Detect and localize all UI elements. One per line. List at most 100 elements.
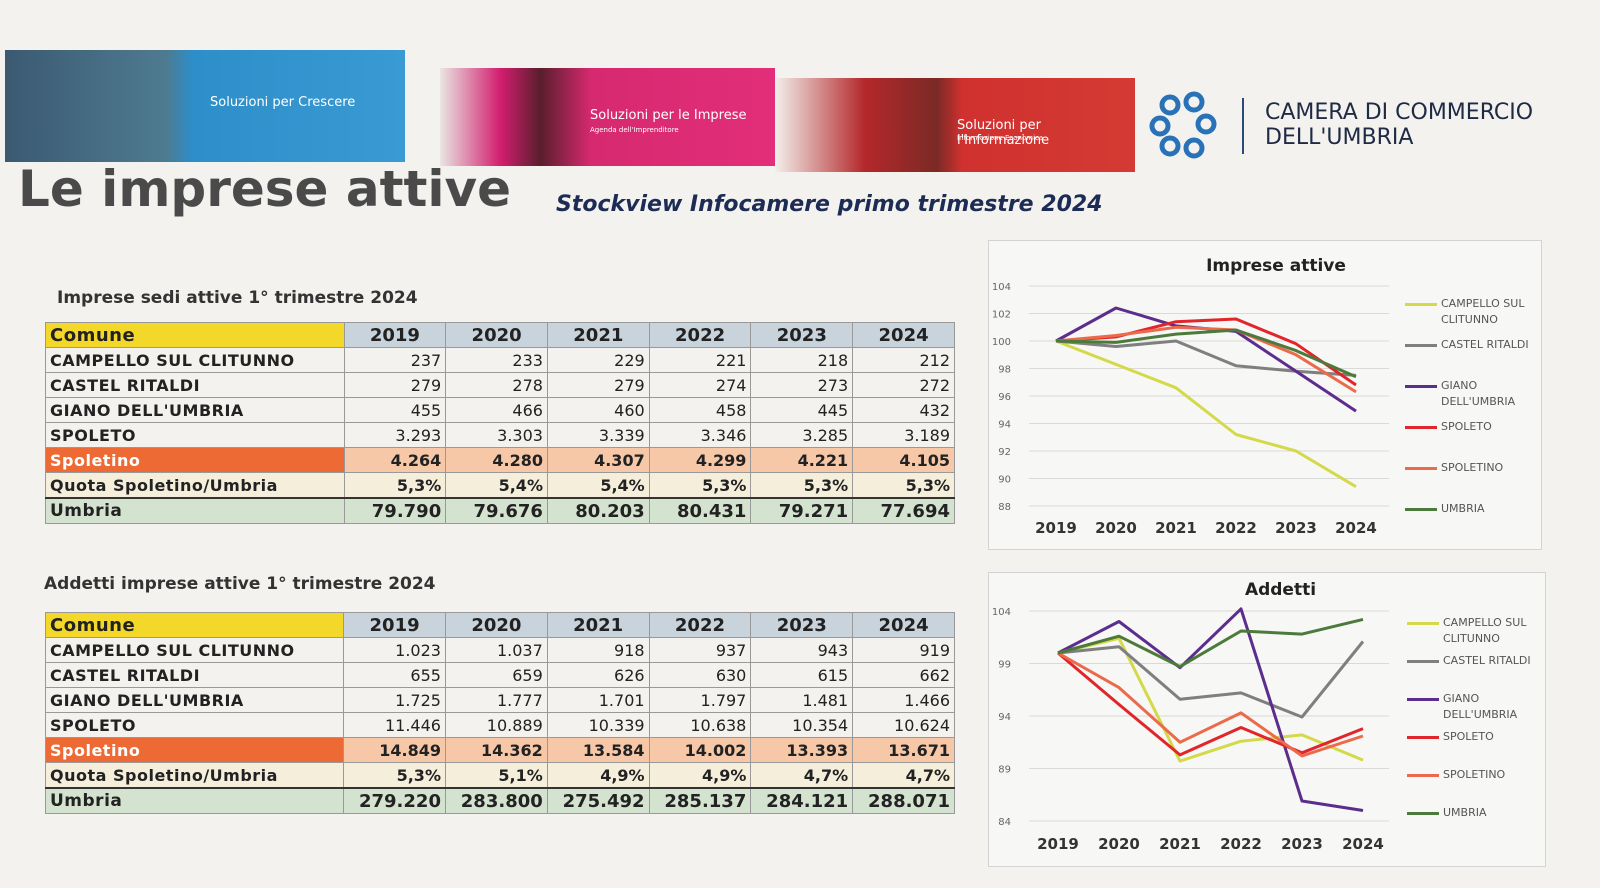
legend-entry: SPOLETINO bbox=[1405, 460, 1551, 476]
column-header: 2019 bbox=[343, 322, 447, 348]
logo bbox=[1149, 91, 1244, 159]
header-row: Comune 2019 2020 2021 2022 2023 2024 bbox=[44, 612, 955, 638]
legend-label: SPOLETO bbox=[1443, 730, 1494, 743]
cell: 919 bbox=[852, 637, 955, 663]
legend-label: UMBRIA bbox=[1443, 806, 1487, 819]
legend-label: GIANO DELL'UMBRIA bbox=[1443, 692, 1518, 721]
cell: 4.280 bbox=[445, 447, 548, 473]
x-tick-label: 2024 bbox=[1335, 519, 1377, 537]
column-header: 2022 bbox=[648, 322, 752, 348]
row-label: Umbria bbox=[45, 497, 345, 524]
table-row: Spoletino 4.264 4.280 4.307 4.299 4.221 4.105 bbox=[45, 447, 955, 473]
cell: 1.481 bbox=[750, 687, 854, 713]
column-header: 2021 bbox=[546, 612, 650, 638]
cell: 1.797 bbox=[648, 687, 752, 713]
cell: 5,3% bbox=[750, 472, 854, 499]
cell: 5,3% bbox=[343, 762, 446, 789]
x-tick-label: 2024 bbox=[1342, 835, 1384, 853]
series-line bbox=[1057, 651, 1364, 758]
legend-label: CASTEL RITALDI bbox=[1441, 338, 1529, 351]
cell: 272 bbox=[852, 372, 955, 398]
cell: 626 bbox=[546, 662, 650, 688]
cell: 218 bbox=[750, 347, 854, 373]
cell: 4.264 bbox=[343, 447, 447, 473]
legend-swatch bbox=[1405, 426, 1437, 429]
cell: 77.694 bbox=[852, 497, 955, 524]
chart: Addetti 84 89 94 99 104 2019 2020 2021 2022 2023 20… bbox=[988, 572, 1546, 867]
cell: 918 bbox=[546, 637, 650, 663]
column-header: 2021 bbox=[546, 322, 650, 348]
cell: 80.431 bbox=[648, 497, 752, 524]
cell: 1.777 bbox=[444, 687, 548, 713]
row-label: Umbria bbox=[44, 787, 345, 814]
row-label: Spoletino bbox=[44, 737, 345, 763]
cell: 4.105 bbox=[852, 447, 955, 473]
y-tick-label: 94 bbox=[998, 420, 1011, 431]
table-row: CASTEL RITALDI 655 659 626 630 615 662 bbox=[44, 662, 955, 688]
cell: 5,1% bbox=[444, 762, 548, 789]
y-tick-label: 84 bbox=[998, 817, 1011, 828]
table-row: Spoletino 14.849 14.362 13.584 14.002 13.393 1… bbox=[44, 737, 955, 763]
cell: 3.303 bbox=[445, 422, 548, 448]
y-tick-label: 89 bbox=[998, 765, 1011, 776]
cell: 655 bbox=[343, 662, 446, 688]
chart-plot: Addetti 84 89 94 99 104 2019 2020 2021 2022 2023 20… bbox=[992, 580, 1389, 853]
cell: 288.071 bbox=[852, 787, 955, 814]
legend-swatch bbox=[1407, 736, 1439, 739]
cell: 13.671 bbox=[852, 737, 955, 763]
cell: 937 bbox=[648, 637, 752, 663]
table-row: CAMPELLO SUL CLITUNNO 237 233 229 221 218 212 bbox=[45, 347, 955, 373]
cell: 221 bbox=[648, 347, 752, 373]
cell: 79.676 bbox=[445, 497, 548, 524]
y-tick-label: 88 bbox=[998, 502, 1011, 513]
x-tick-label: 2021 bbox=[1155, 519, 1197, 537]
cell: 455 bbox=[343, 397, 447, 423]
table-row: SPOLETO 3.293 3.303 3.339 3.346 3.285 3.189 bbox=[45, 422, 955, 448]
organization: CAMERA DI COMMERCIO DELL'UMBRIA bbox=[1265, 100, 1533, 150]
table-caption: Imprese sedi attive 1° trimestre 2024 bbox=[57, 288, 418, 308]
legend-swatch bbox=[1405, 385, 1437, 388]
cell: 3.293 bbox=[343, 422, 447, 448]
column-header: 2020 bbox=[444, 612, 548, 638]
legend-entry: GIANO DELL'UMBRIA bbox=[1405, 378, 1551, 410]
cell: 279 bbox=[343, 372, 447, 398]
y-tick-label: 96 bbox=[998, 392, 1011, 403]
legend-label: CASTEL RITALDI bbox=[1443, 654, 1531, 667]
column-header: 2024 bbox=[852, 612, 955, 638]
banner-subtitle: Agenda dell'Imprenditore bbox=[590, 126, 679, 134]
row-label: SPOLETO bbox=[44, 712, 345, 738]
cell: 445 bbox=[750, 397, 854, 423]
x-tick-label: 2019 bbox=[1035, 519, 1077, 537]
column-header: 2019 bbox=[343, 612, 446, 638]
y-tick-label: 99 bbox=[998, 660, 1011, 671]
cell: 4.307 bbox=[546, 447, 650, 473]
cell: 10.354 bbox=[750, 712, 854, 738]
cell: 14.849 bbox=[343, 737, 446, 763]
row-label: GIANO DELL'UMBRIA bbox=[45, 397, 345, 423]
cell: 14.002 bbox=[648, 737, 752, 763]
table-caption: Addetti imprese attive 1° trimestre 2024 bbox=[44, 574, 436, 594]
legend-swatch bbox=[1407, 812, 1439, 815]
cell: 460 bbox=[546, 397, 650, 423]
cell: 5,3% bbox=[343, 472, 447, 499]
y-tick-label: 102 bbox=[992, 310, 1011, 321]
table-row: SPOLETO 11.446 10.889 10.339 10.638 10.354 10.… bbox=[44, 712, 955, 738]
series-line bbox=[1057, 617, 1364, 669]
cell: 4,7% bbox=[750, 762, 854, 789]
legend-swatch bbox=[1405, 508, 1437, 511]
cell: 284.121 bbox=[750, 787, 854, 814]
cell: 10.624 bbox=[852, 712, 955, 738]
page-subtitle: Stockview Infocamere primo trimestre 202… bbox=[556, 192, 1103, 217]
x-tick-label: 2020 bbox=[1098, 835, 1140, 853]
chart-plot: Imprese attive 88 90 92 94 96 98 100 102 104 2019 2… bbox=[992, 256, 1389, 537]
table: Comune 2019 2020 2021 2022 2023 2024 CAMPELLO S… bbox=[45, 322, 955, 524]
banner: Soluzioni per l'Informazione Informazion… bbox=[775, 78, 1135, 172]
banner-title: Soluzioni per le Imprese bbox=[590, 108, 747, 123]
cell: 278 bbox=[445, 372, 548, 398]
column-header: Comune bbox=[45, 322, 345, 348]
column-header: 2024 bbox=[852, 322, 955, 348]
table-row: Umbria 79.790 79.676 80.203 80.431 79.271 77.6… bbox=[45, 497, 955, 524]
y-tick-label: 98 bbox=[998, 365, 1011, 376]
legend-entry: GIANO DELL'UMBRIA bbox=[1407, 691, 1553, 723]
cell: 1.466 bbox=[852, 687, 955, 713]
